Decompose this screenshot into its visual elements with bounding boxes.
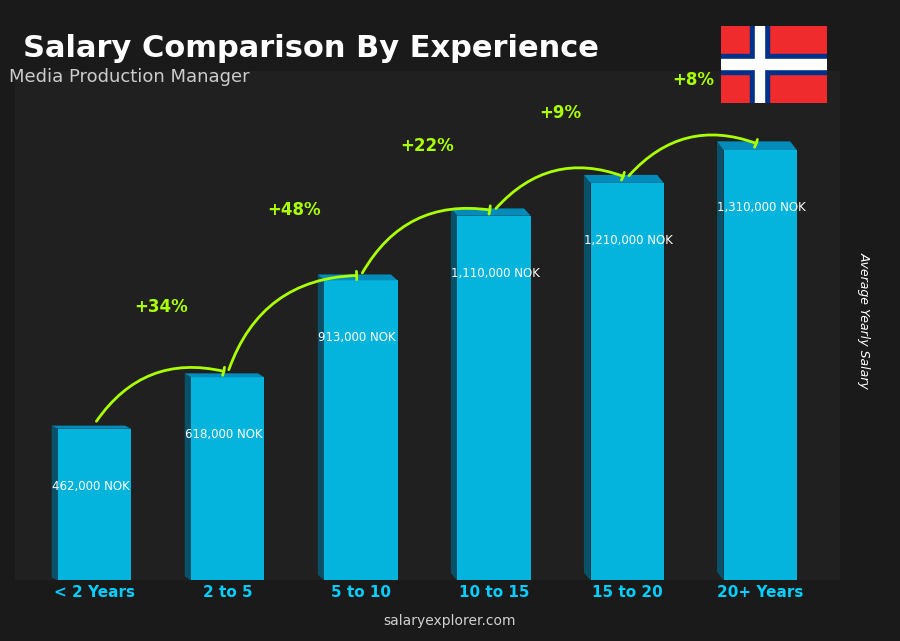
Polygon shape — [318, 274, 324, 581]
Text: 913,000 NOK: 913,000 NOK — [318, 331, 395, 344]
Text: +9%: +9% — [539, 104, 581, 122]
Text: Media Production Manager: Media Production Manager — [9, 68, 249, 86]
Text: 1,110,000 NOK: 1,110,000 NOK — [451, 267, 540, 279]
Polygon shape — [318, 274, 398, 281]
Text: +8%: +8% — [672, 71, 715, 89]
Polygon shape — [724, 150, 796, 581]
Polygon shape — [58, 429, 131, 581]
Polygon shape — [717, 142, 724, 581]
Polygon shape — [51, 426, 131, 429]
Text: +34%: +34% — [134, 298, 188, 316]
Text: Average Yearly Salary: Average Yearly Salary — [858, 252, 870, 389]
Polygon shape — [184, 373, 265, 378]
Polygon shape — [457, 216, 531, 581]
Polygon shape — [451, 208, 531, 216]
Text: salaryexplorer.com: salaryexplorer.com — [383, 614, 517, 628]
Polygon shape — [51, 426, 59, 581]
Text: +22%: +22% — [400, 137, 454, 154]
Polygon shape — [451, 208, 457, 581]
Polygon shape — [717, 142, 796, 150]
Text: 462,000 NOK: 462,000 NOK — [51, 479, 130, 493]
Text: 1,210,000 NOK: 1,210,000 NOK — [584, 234, 672, 247]
Bar — [755, 26, 764, 103]
Text: 1,310,000 NOK: 1,310,000 NOK — [717, 201, 806, 214]
Text: 618,000 NOK: 618,000 NOK — [184, 428, 262, 442]
Bar — [750, 26, 770, 103]
Bar — [721, 60, 827, 69]
Polygon shape — [584, 175, 663, 183]
Text: +48%: +48% — [267, 201, 321, 219]
Polygon shape — [184, 373, 192, 581]
Bar — [721, 54, 827, 74]
Polygon shape — [324, 281, 398, 581]
Polygon shape — [590, 183, 663, 581]
Polygon shape — [192, 378, 265, 581]
Text: Salary Comparison By Experience: Salary Comparison By Experience — [23, 34, 599, 63]
Polygon shape — [584, 175, 590, 581]
